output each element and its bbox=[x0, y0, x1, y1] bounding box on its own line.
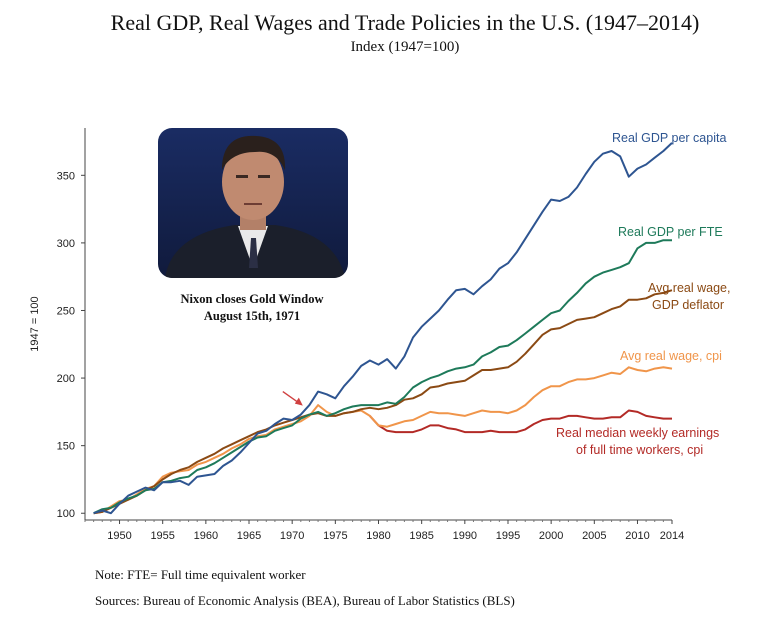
x-tick-label: 1990 bbox=[453, 530, 477, 542]
x-tick-label: 1985 bbox=[409, 530, 433, 542]
series-line bbox=[369, 409, 672, 434]
x-tick-label: 1955 bbox=[150, 530, 174, 542]
x-tick-label: 2014 bbox=[660, 530, 684, 542]
photo-caption-line1: Nixon closes Gold Window bbox=[181, 292, 324, 306]
y-tick-label: 200 bbox=[57, 373, 75, 385]
series-label: GDP deflator bbox=[652, 298, 724, 312]
series-label: Real median weekly earnings bbox=[556, 426, 719, 440]
series-line bbox=[93, 289, 673, 515]
y-tick-label: 350 bbox=[57, 170, 75, 182]
x-tick-label: 1975 bbox=[323, 530, 347, 542]
y-tick-label: 150 bbox=[57, 441, 75, 453]
x-tick-label: 2005 bbox=[582, 530, 606, 542]
x-tick-label: 2000 bbox=[539, 530, 563, 542]
series-label: of full time workers, cpi bbox=[576, 443, 703, 457]
y-axis-label: 1947 = 100 bbox=[29, 296, 41, 351]
note-text: Note: FTE= Full time equivalent worker bbox=[95, 567, 306, 582]
x-tick-label: 1950 bbox=[107, 530, 131, 542]
series-label: Real GDP per FTE bbox=[618, 225, 723, 239]
arrow-head bbox=[294, 397, 303, 406]
chart-title: Real GDP, Real Wages and Trade Policies … bbox=[111, 10, 700, 35]
plot-area bbox=[93, 142, 673, 515]
photo-caption-line2: August 15th, 1971 bbox=[204, 309, 300, 323]
annotation-arrow bbox=[282, 390, 303, 406]
series-line bbox=[93, 142, 673, 515]
x-tick-label: 1965 bbox=[237, 530, 261, 542]
x-tick-label: 1980 bbox=[366, 530, 390, 542]
x-tick-label: 1970 bbox=[280, 530, 304, 542]
series-labels: Real GDP per capita Real GDP per FTE Avg r… bbox=[556, 131, 730, 457]
nixon-photo bbox=[158, 128, 348, 278]
x-tick-label: 2010 bbox=[625, 530, 649, 542]
series-label: Avg real wage, bbox=[648, 281, 730, 295]
x-tick-label: 1960 bbox=[194, 530, 218, 542]
series-label: Real GDP per capita bbox=[612, 131, 726, 145]
series-line bbox=[93, 366, 673, 515]
y-tick-label: 300 bbox=[57, 238, 75, 250]
axes: 100 150 200 250 300 350 1950 1955 1960 1965 1970 19… bbox=[29, 128, 684, 542]
chart-subtitle: Index (1947=100) bbox=[351, 39, 460, 55]
sources-text: Sources: Bureau of Economic Analysis (BE… bbox=[95, 593, 515, 608]
y-tick-label: 250 bbox=[57, 305, 75, 317]
series-line bbox=[93, 239, 672, 515]
x-tick-label: 1995 bbox=[496, 530, 520, 542]
series-label: Avg real wage, cpi bbox=[620, 349, 722, 363]
y-tick-label: 100 bbox=[57, 508, 75, 520]
